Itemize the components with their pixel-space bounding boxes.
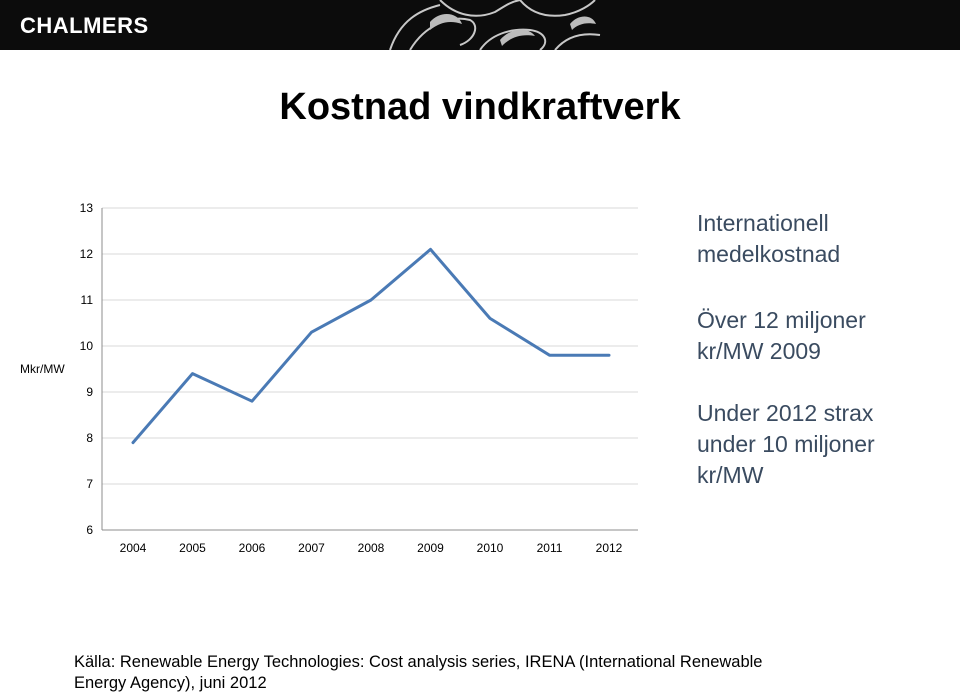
x-tick-label: 2005 xyxy=(179,541,206,555)
y-tick-label: 7 xyxy=(86,477,93,491)
x-tick-label: 2010 xyxy=(477,541,504,555)
x-tick-label: 2009 xyxy=(417,541,444,555)
header-bar: CHALMERS xyxy=(0,0,960,50)
data-point xyxy=(488,317,492,320)
note-line: Under 2012 strax xyxy=(697,400,874,426)
data-point xyxy=(250,400,254,403)
note-line: medelkostnad xyxy=(697,241,841,267)
x-tick-label: 2007 xyxy=(298,541,325,555)
data-point xyxy=(607,354,611,357)
note-international-average: Internationell medelkostnad xyxy=(697,208,947,270)
x-tick-label: 2012 xyxy=(596,541,623,555)
chalmers-logo: CHALMERS xyxy=(20,13,149,38)
y-axis-title: Mkr/MW xyxy=(20,362,65,376)
note-2012: Under 2012 strax under 10 miljoner kr/MW xyxy=(697,398,947,491)
y-tick-label: 8 xyxy=(86,431,93,445)
label-layer: 6 7 8 9 10 11 12 13 Mkr/MW 2004 2005 2006 2007 2008 20… xyxy=(20,201,623,555)
note-2009: Över 12 miljoner kr/MW 2009 xyxy=(697,305,947,367)
note-line: kr/MW 2009 xyxy=(697,338,821,364)
grid-layer xyxy=(102,207,638,485)
y-tick-label: 10 xyxy=(80,339,94,353)
data-point xyxy=(548,354,551,357)
series-layer xyxy=(131,247,611,445)
data-point xyxy=(429,248,432,251)
note-line: Internationell xyxy=(697,210,829,236)
y-tick-label: 6 xyxy=(86,523,93,537)
axis-layer xyxy=(101,208,638,531)
x-tick-label: 2006 xyxy=(239,541,266,555)
data-point xyxy=(369,298,373,302)
line-chart: 6 7 8 9 10 11 12 13 Mkr/MW 2004 2005 2006 2007 2008 20… xyxy=(20,201,638,555)
y-tick-label: 13 xyxy=(80,201,94,215)
x-tick-label: 2008 xyxy=(358,541,385,555)
source-citation: Källa: Renewable Energy Technologies: Co… xyxy=(74,652,944,694)
data-point xyxy=(310,331,313,334)
note-line: under 10 miljoner xyxy=(697,431,875,457)
y-tick-label: 11 xyxy=(81,293,94,307)
x-tick-label: 2004 xyxy=(120,541,147,555)
swirl-ornament-icon xyxy=(389,0,601,50)
data-point xyxy=(191,372,194,375)
y-tick-label: 9 xyxy=(86,385,93,399)
source-line: Energy Agency), juni 2012 xyxy=(74,674,267,692)
x-tick-label: 2011 xyxy=(537,541,563,555)
note-line: Över 12 miljoner xyxy=(697,307,866,333)
data-point xyxy=(131,441,135,444)
y-tick-label: 12 xyxy=(80,247,94,261)
source-line: Källa: Renewable Energy Technologies: Co… xyxy=(74,653,763,671)
slide-title: Kostnad vindkraftverk xyxy=(279,86,681,128)
note-line: kr/MW xyxy=(697,462,764,488)
